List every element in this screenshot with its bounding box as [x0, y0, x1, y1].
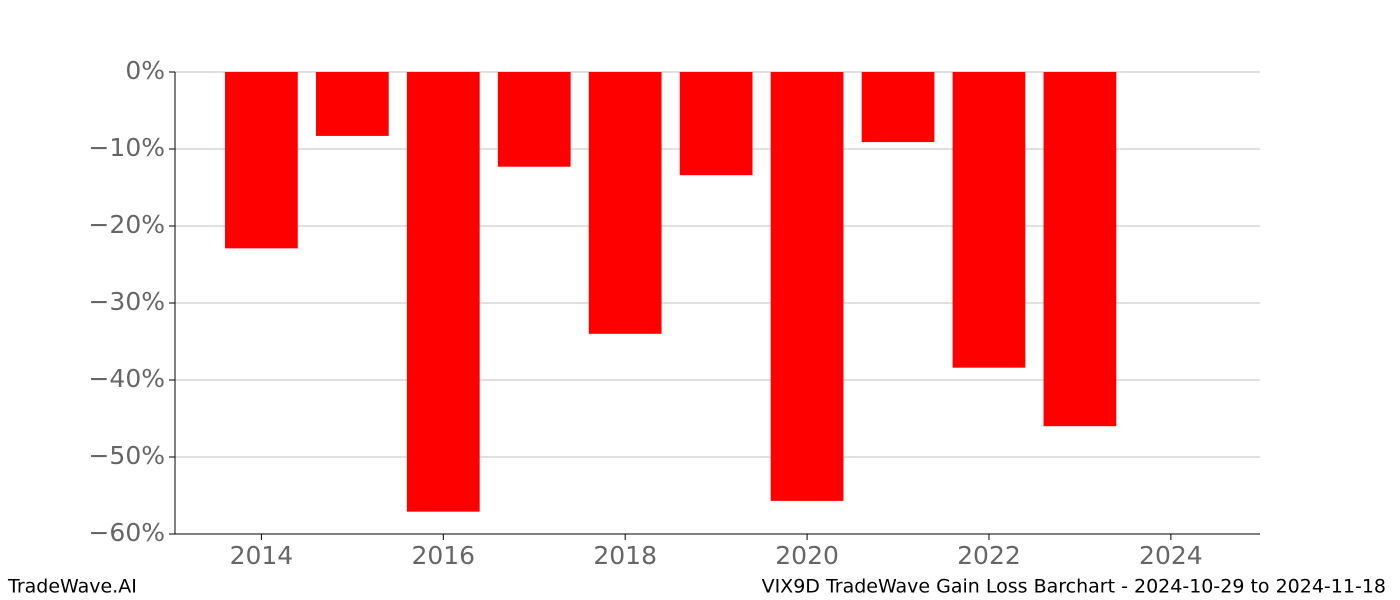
x-tick-label: 2018 — [593, 541, 657, 570]
y-tick-label: −10% — [88, 133, 165, 162]
x-tick-label: 2022 — [957, 541, 1021, 570]
y-tick-label: 0% — [125, 56, 165, 85]
bar — [225, 72, 298, 249]
footer-left: TradeWave.AI — [7, 576, 137, 598]
bar — [315, 72, 389, 136]
bar — [406, 72, 480, 512]
y-tick-label: −20% — [88, 210, 165, 239]
y-tick-label: −30% — [88, 287, 165, 316]
bar — [952, 72, 1026, 368]
y-tick-label: −60% — [88, 518, 165, 547]
y-tick-label: −50% — [88, 441, 165, 470]
footer-right: VIX9D TradeWave Gain Loss Barchart - 202… — [762, 576, 1386, 598]
bar — [679, 72, 753, 176]
bar — [861, 72, 935, 143]
bar — [770, 72, 844, 501]
x-tick-label: 2014 — [230, 541, 294, 570]
x-tick-label: 2024 — [1139, 541, 1203, 570]
bar — [497, 72, 571, 167]
y-tick-label: −40% — [88, 364, 165, 393]
bar — [588, 72, 662, 334]
x-tick-label: 2016 — [411, 541, 475, 570]
x-tick-label: 2020 — [775, 541, 839, 570]
bar — [1043, 72, 1117, 427]
